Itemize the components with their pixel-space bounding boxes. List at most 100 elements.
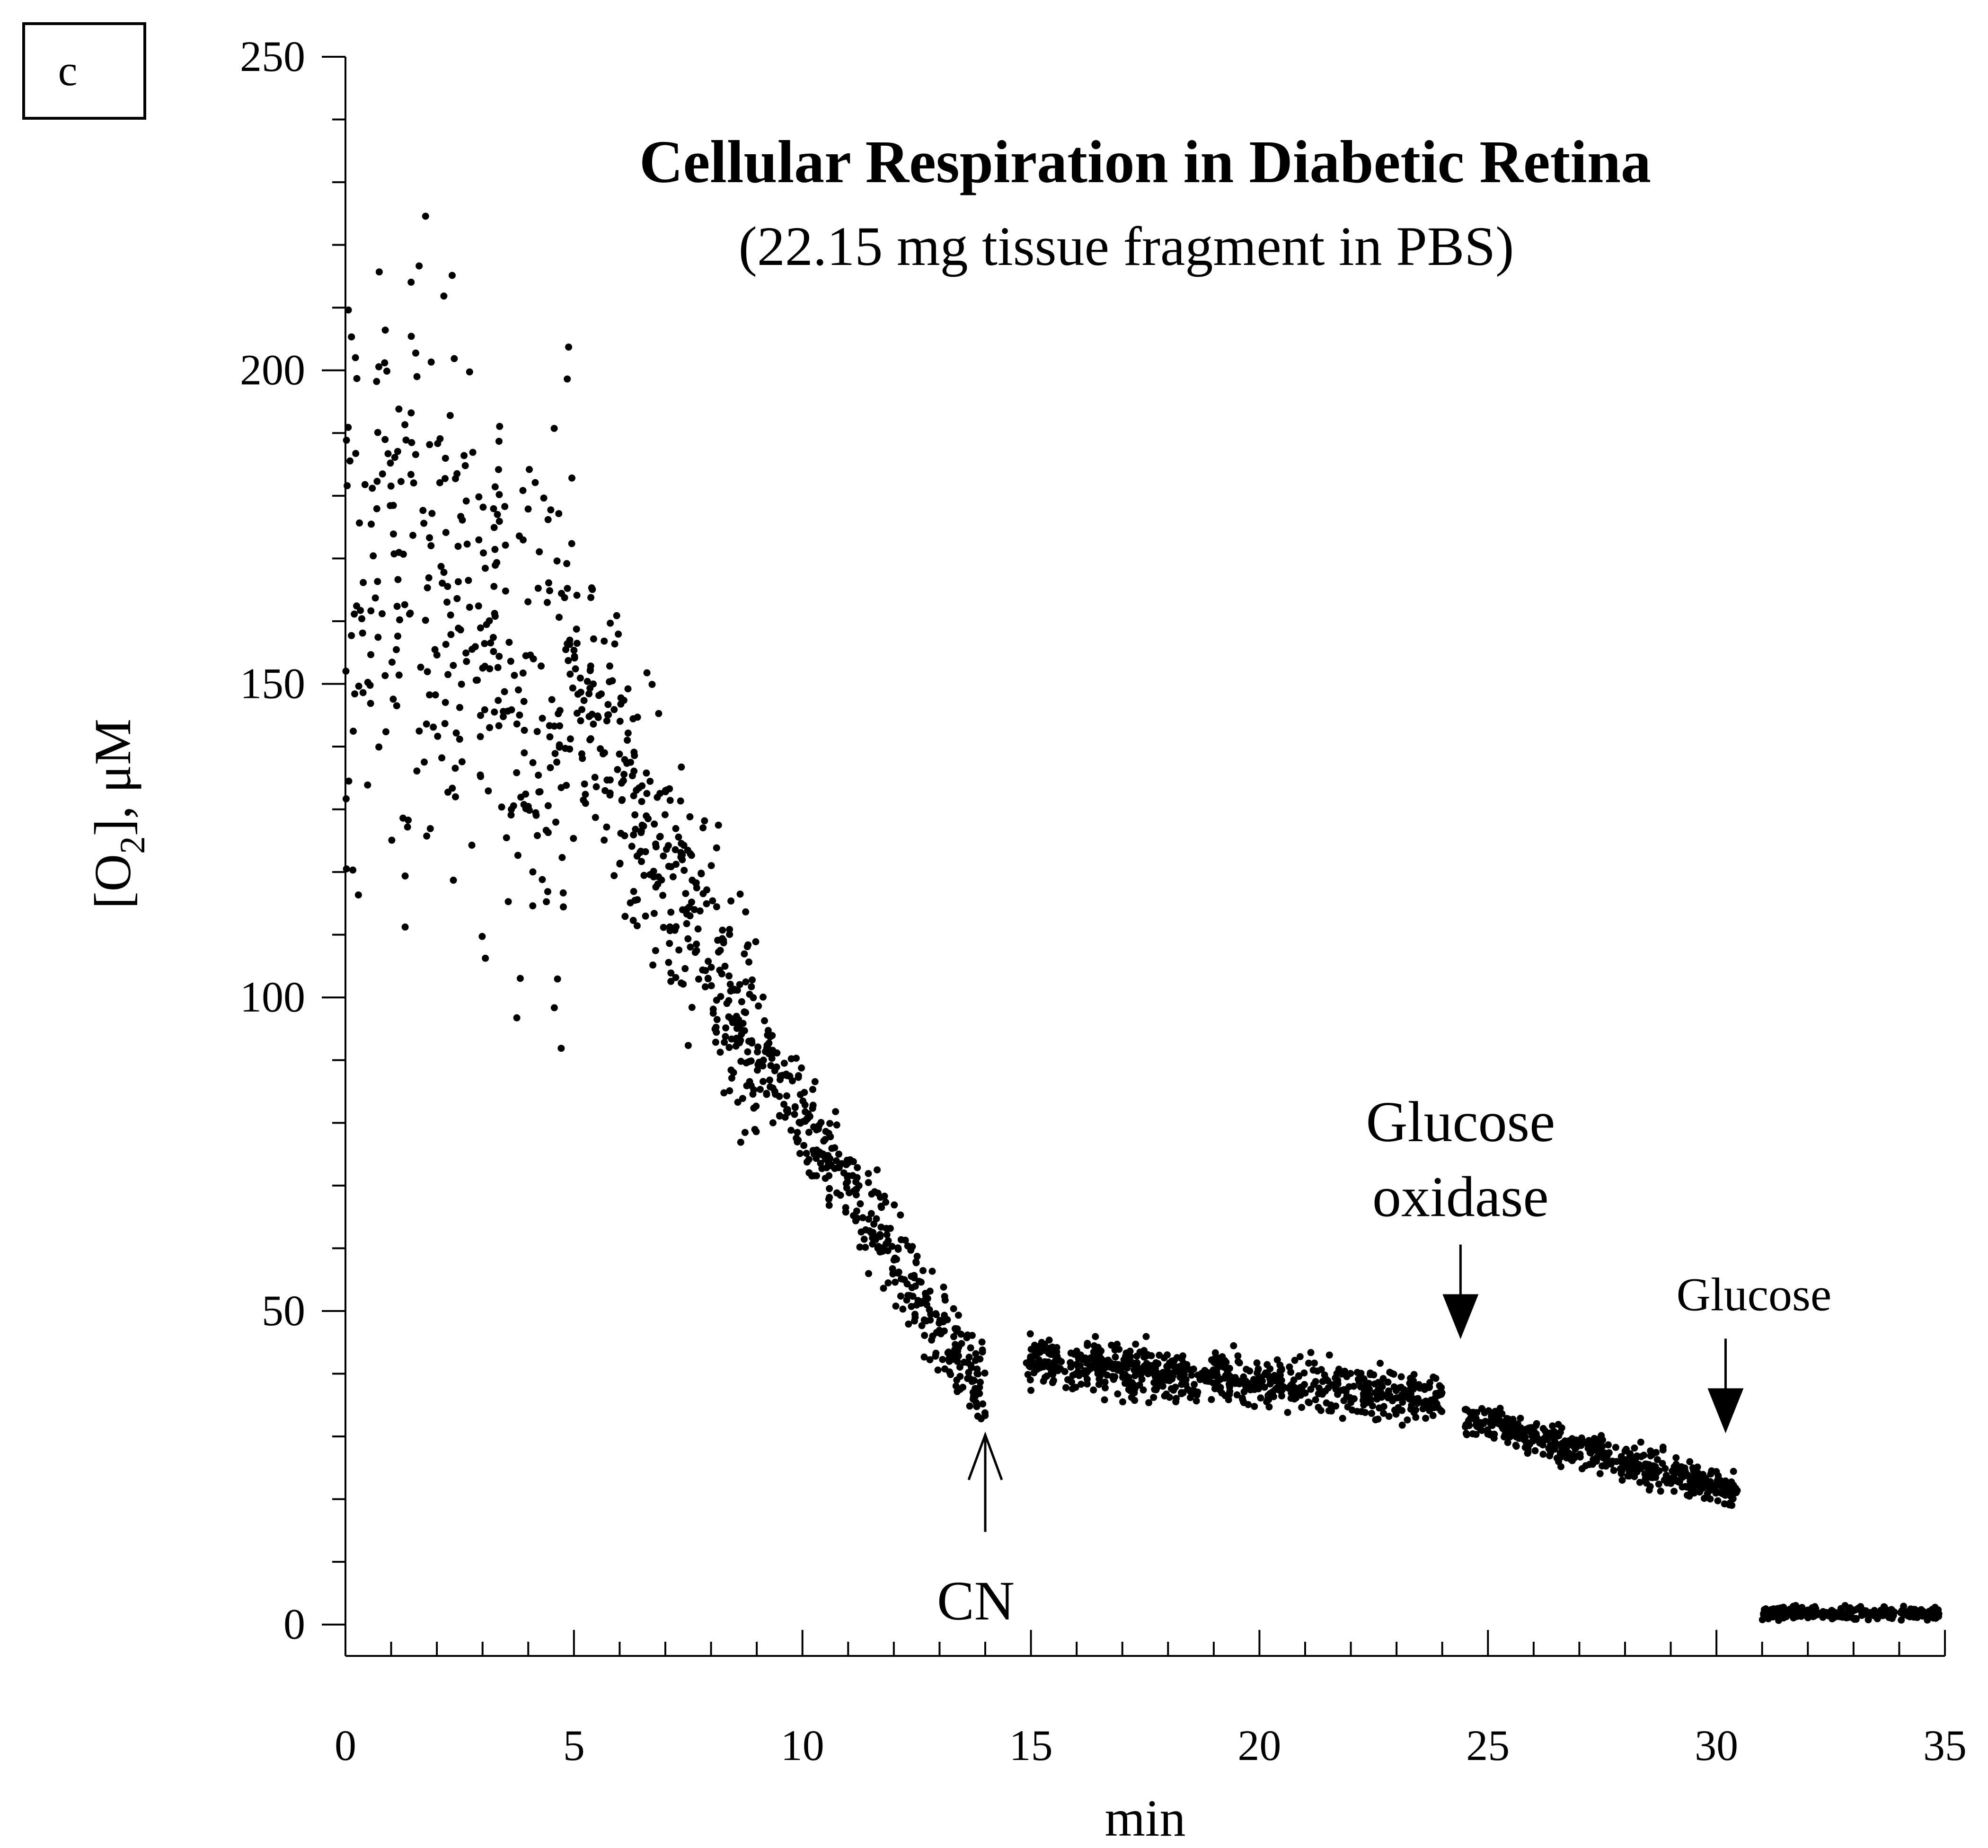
data-point	[802, 1118, 809, 1125]
data-point	[520, 698, 528, 705]
data-point	[1790, 1614, 1797, 1622]
data-point	[388, 836, 396, 844]
data-point	[1142, 1333, 1150, 1340]
data-point	[968, 1377, 976, 1385]
data-point	[1210, 1358, 1218, 1366]
data-point	[688, 852, 695, 859]
data-point	[913, 1252, 921, 1260]
data-point	[1689, 1464, 1696, 1472]
data-point	[760, 994, 767, 1001]
data-point	[540, 494, 548, 502]
data-point	[421, 758, 428, 766]
data-point	[410, 479, 417, 487]
data-point	[1340, 1397, 1348, 1404]
data-point	[576, 674, 584, 682]
data-point	[701, 817, 708, 825]
data-point	[453, 595, 461, 602]
data-point	[573, 640, 581, 647]
data-point	[442, 455, 449, 462]
data-point	[1152, 1361, 1159, 1368]
data-point	[1264, 1395, 1272, 1403]
data-point	[966, 1402, 973, 1410]
y-axis-label: [O2], μM	[84, 719, 152, 909]
data-point	[707, 862, 715, 870]
data-point	[1368, 1409, 1375, 1417]
data-point	[748, 1039, 756, 1047]
data-point	[1327, 1401, 1334, 1409]
data-point	[568, 474, 575, 482]
data-point	[742, 908, 750, 915]
data-point	[852, 1178, 859, 1186]
data-point	[693, 884, 700, 892]
data-point	[1335, 1365, 1343, 1373]
data-point	[638, 798, 645, 805]
data-point	[881, 1192, 888, 1200]
data-point	[1721, 1500, 1728, 1508]
data-point	[420, 519, 428, 527]
data-point	[672, 825, 680, 832]
data-point	[1230, 1342, 1237, 1349]
data-point	[773, 1049, 781, 1057]
data-point	[633, 852, 641, 860]
data-point	[845, 1172, 852, 1179]
data-point	[621, 913, 629, 920]
data-point	[795, 1118, 803, 1126]
data-point	[754, 1066, 761, 1074]
data-point	[854, 1164, 861, 1171]
data-point	[842, 1180, 850, 1187]
data-point	[444, 671, 452, 678]
data-point	[1276, 1367, 1284, 1375]
data-point	[1312, 1396, 1319, 1404]
data-point	[515, 532, 523, 540]
data-point	[764, 1027, 772, 1034]
data-point	[495, 697, 502, 704]
data-point	[736, 890, 744, 898]
data-point	[1706, 1487, 1714, 1494]
data-point	[1463, 1431, 1470, 1438]
data-point	[801, 1101, 809, 1109]
data-point	[1422, 1415, 1430, 1422]
data-point	[652, 840, 659, 848]
data-point	[678, 763, 685, 771]
data-point	[1900, 1607, 1907, 1615]
data-point	[1262, 1369, 1269, 1377]
data-point	[447, 631, 455, 638]
data-point	[1407, 1406, 1414, 1413]
data-point	[1110, 1376, 1117, 1383]
data-point	[446, 412, 454, 419]
data-point	[536, 788, 544, 795]
data-point	[1240, 1373, 1247, 1381]
data-point	[412, 349, 419, 357]
data-point	[826, 1162, 834, 1169]
data-point	[1257, 1394, 1264, 1402]
data-point	[780, 1059, 788, 1067]
data-point	[963, 1334, 971, 1341]
data-point	[911, 1317, 918, 1325]
data-point	[694, 925, 702, 933]
data-point	[977, 1415, 985, 1423]
data-point	[1334, 1390, 1342, 1398]
data-point	[374, 578, 381, 585]
data-point	[524, 598, 532, 606]
data-point	[1092, 1333, 1099, 1340]
data-point	[952, 1382, 960, 1390]
data-point	[741, 950, 748, 958]
data-point	[1384, 1378, 1392, 1386]
data-point	[1531, 1447, 1539, 1454]
data-point	[535, 772, 542, 779]
data-point	[822, 1175, 829, 1182]
data-point	[1589, 1447, 1597, 1454]
data-point	[1312, 1378, 1319, 1385]
data-point	[1140, 1386, 1147, 1394]
data-point	[343, 437, 350, 444]
data-point	[395, 671, 403, 679]
data-point	[516, 975, 524, 982]
data-point	[704, 975, 712, 983]
data-point	[1124, 1374, 1132, 1382]
data-point	[451, 355, 458, 362]
data-point	[354, 891, 362, 899]
data-point	[574, 710, 581, 717]
data-point	[529, 868, 537, 876]
data-point	[417, 663, 424, 671]
data-point	[547, 506, 555, 514]
